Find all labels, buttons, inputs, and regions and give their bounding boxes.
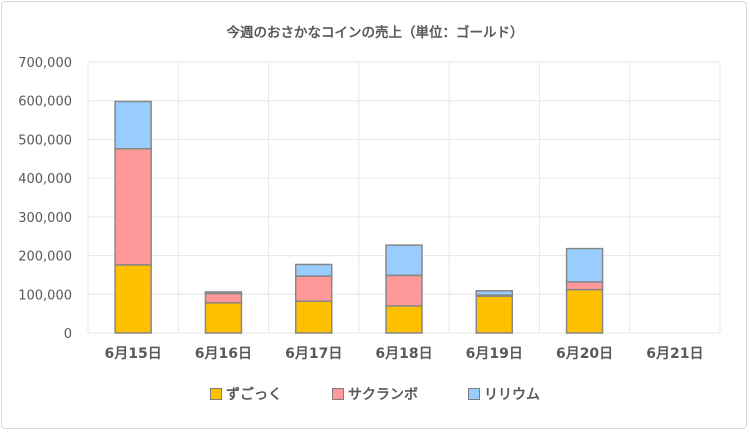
bar-segment (565, 288, 604, 334)
y-tick-label: 600,000 (18, 95, 72, 110)
x-tick-label: 6月19日 (466, 346, 523, 362)
x-tick-label: 6月18日 (375, 346, 432, 362)
x-tick-label: 6月20日 (556, 346, 613, 362)
bar-segment (204, 291, 243, 295)
x-tick-label: 6月21日 (646, 346, 703, 362)
bar-segment (294, 275, 333, 303)
legend-swatch (468, 388, 480, 400)
legend-item-sakuranbo: サクランボ (332, 384, 418, 404)
bar-segment (385, 274, 423, 307)
legend-item-zugokku: ずごっく (210, 384, 282, 404)
bar-segment (385, 244, 423, 277)
y-tick-label: 300,000 (18, 211, 72, 226)
legend-swatch (210, 388, 222, 400)
legend-label: リリウム (484, 387, 540, 403)
bar-segment (294, 263, 333, 277)
bar-segment (294, 300, 333, 334)
bar-segment (114, 264, 152, 334)
legend: ずごっく サクランボ リリウム (0, 384, 750, 404)
bar-segment (475, 295, 514, 334)
bar-segment (565, 247, 604, 283)
y-tick-label: 400,000 (18, 172, 72, 187)
chart-title: 今週のおさかなコインの売上（単位：ゴールド） (226, 25, 524, 41)
legend-swatch (332, 388, 344, 400)
y-tick-label: 100,000 (18, 288, 72, 303)
y-tick-label: 200,000 (18, 250, 72, 265)
legend-item-ririumu: リリウム (468, 384, 540, 404)
x-tick-label: 6月17日 (285, 346, 342, 362)
bar-segment (204, 292, 243, 304)
bar-segment (385, 305, 423, 334)
legend-label: ずごっく (226, 387, 282, 403)
bar-segment (565, 281, 604, 291)
y-tick-label: 700,000 (18, 56, 72, 71)
bar-segment (114, 100, 152, 150)
bar-segment (475, 290, 514, 296)
bar-segment (114, 147, 152, 266)
x-tick-label: 6月16日 (195, 346, 252, 362)
y-tick-label: 500,000 (18, 133, 72, 148)
legend-label: サクランボ (348, 387, 418, 403)
bar-segment (204, 302, 243, 334)
y-tick-label: 0 (64, 327, 72, 342)
x-tick-label: 6月15日 (105, 346, 162, 362)
